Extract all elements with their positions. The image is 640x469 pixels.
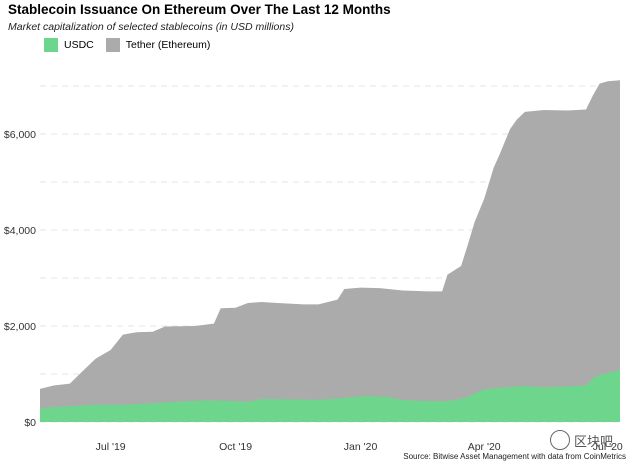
x-tick-label: Apr '20 xyxy=(468,441,501,453)
x-tick-label: Oct '19 xyxy=(219,441,252,453)
legend-item-usdc: USDC xyxy=(44,38,94,52)
legend-label-tether: Tether (Ethereum) xyxy=(125,39,211,51)
area-series-tether xyxy=(40,80,620,422)
chart-title: Stablecoin Issuance On Ethereum Over The… xyxy=(8,2,391,17)
chart-subtitle: Market capitalization of selected stable… xyxy=(8,21,294,33)
x-tick-label: Jan '20 xyxy=(344,441,378,453)
legend-item-tether: Tether (Ethereum) xyxy=(105,38,211,52)
y-tick-label: $2,000 xyxy=(4,321,36,333)
y-tick-label: $0 xyxy=(24,417,36,429)
legend-label-usdc: USDC xyxy=(64,39,94,51)
watermark: 区块吧 xyxy=(550,430,613,450)
source-note: Source: Bitwise Asset Management with da… xyxy=(403,452,626,461)
y-tick-label: $4,000 xyxy=(4,225,36,237)
x-tick-label: Jul '20 xyxy=(593,441,623,453)
chart-legend: USDC Tether (Ethereum) xyxy=(44,38,222,52)
x-tick-label: Jul '19 xyxy=(96,441,126,453)
wechat-icon xyxy=(550,430,570,450)
area-series-usdc xyxy=(40,370,620,422)
legend-swatch-usdc xyxy=(44,38,58,52)
y-tick-label: $6,000 xyxy=(4,129,36,141)
watermark-text: 区块吧 xyxy=(574,433,614,449)
legend-swatch-tether xyxy=(105,38,120,52)
